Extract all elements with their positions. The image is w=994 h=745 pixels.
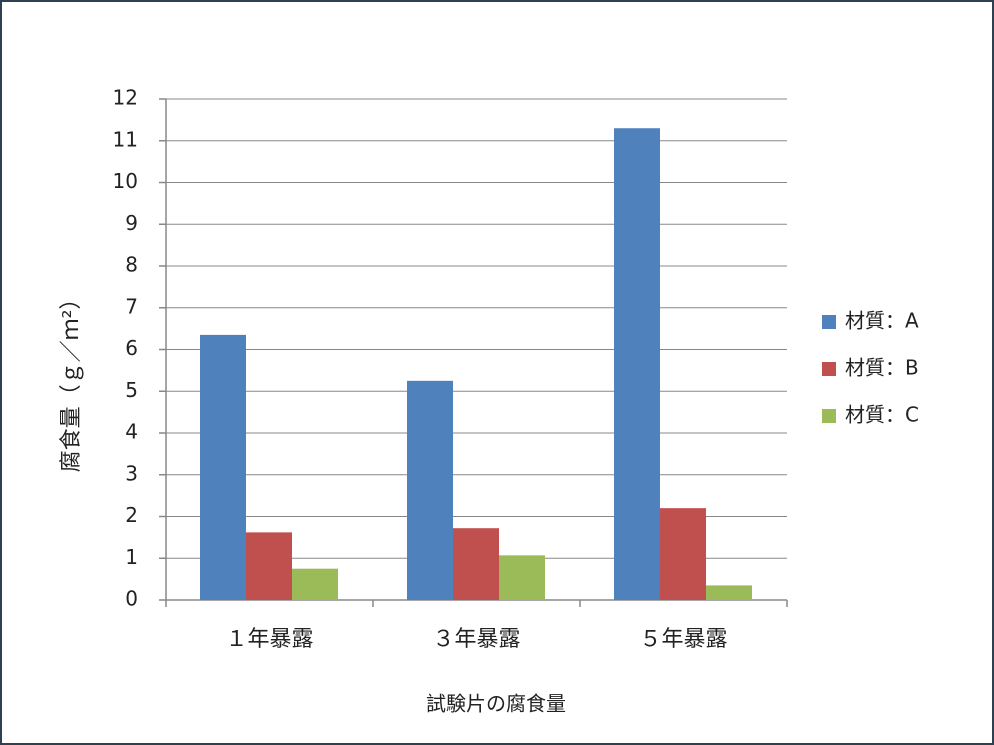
y-tick-label: 3 xyxy=(125,461,138,485)
y-tick-label: 10 xyxy=(113,169,138,193)
y-tick-label: 7 xyxy=(125,294,138,318)
legend-swatch xyxy=(822,409,836,423)
bar xyxy=(292,568,338,600)
bar xyxy=(660,508,706,600)
bar xyxy=(453,528,499,600)
bar xyxy=(614,128,660,600)
x-tick-label: １年暴露 xyxy=(225,627,313,652)
legend-swatch xyxy=(822,362,836,376)
x-tick-label: ３年暴露 xyxy=(432,627,520,652)
y-tick-label: 1 xyxy=(125,545,138,569)
legend-label: 材質：B xyxy=(845,356,919,380)
legend-label: 材質：A xyxy=(845,309,919,333)
bar xyxy=(407,380,453,600)
y-tick-label: 12 xyxy=(113,86,138,110)
y-tick-label: 5 xyxy=(125,378,138,402)
y-axis-label: 腐食量（ｇ／ｍ²） xyxy=(59,288,84,473)
bar xyxy=(499,555,545,600)
x-axis-label: 試験片の腐食量 xyxy=(426,692,566,716)
y-tick-label: 4 xyxy=(125,420,138,444)
bar xyxy=(706,585,752,600)
legend-swatch xyxy=(822,315,836,329)
y-tick-label: 2 xyxy=(125,503,138,527)
y-tick-label: 8 xyxy=(125,253,138,277)
y-tick-label: 6 xyxy=(125,336,138,360)
y-tick-label: 9 xyxy=(125,211,138,235)
bar xyxy=(200,334,246,600)
bar xyxy=(246,532,292,600)
y-tick-label: 11 xyxy=(113,127,138,151)
x-tick-label: ５年暴露 xyxy=(639,627,727,652)
y-tick-label: 0 xyxy=(125,587,138,611)
legend-label: 材質：C xyxy=(845,403,919,427)
